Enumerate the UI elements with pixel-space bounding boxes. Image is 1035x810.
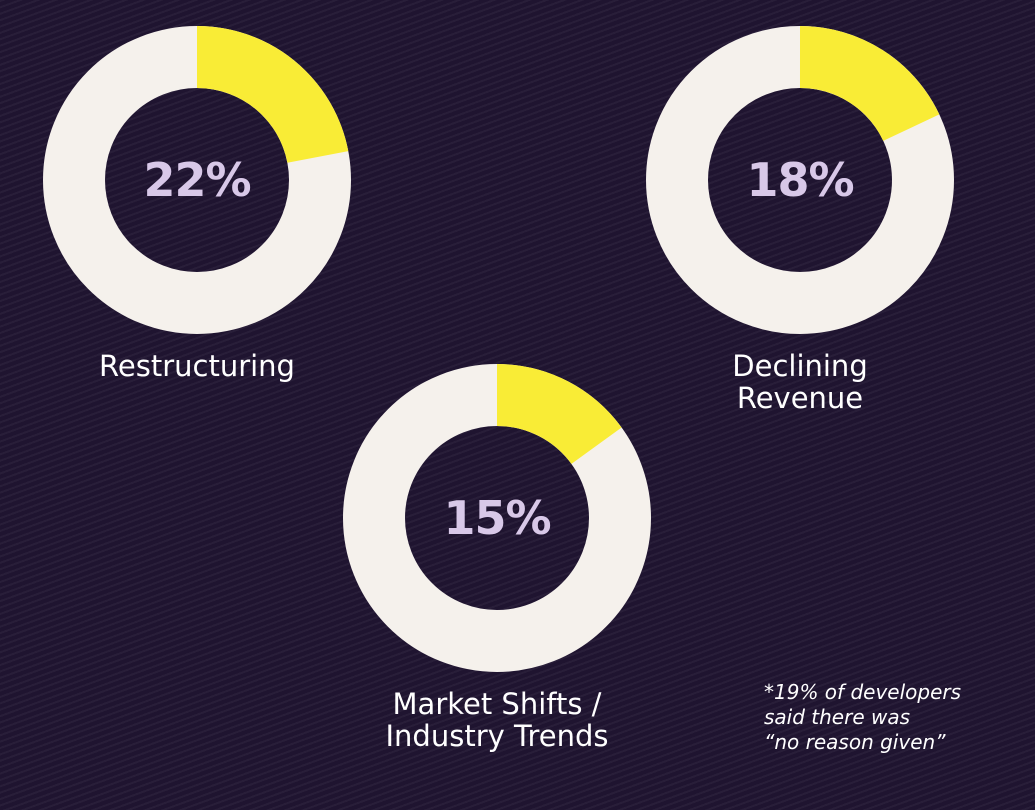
category-label: Restructuring bbox=[99, 349, 295, 383]
donut-1: 22% Restructuring bbox=[43, 26, 351, 383]
percent-label: 15% bbox=[443, 491, 550, 545]
percent-label: 18% bbox=[746, 153, 853, 207]
percent-label: 22% bbox=[143, 153, 250, 207]
category-label: Market Shifts / bbox=[393, 687, 602, 721]
donut-highlight-slice bbox=[799, 26, 940, 142]
category-label: Declining bbox=[732, 349, 867, 383]
category-label: Industry Trends bbox=[386, 719, 609, 753]
category-label: Revenue bbox=[737, 381, 863, 415]
donut-3: 15% Market Shifts /Industry Trends bbox=[343, 364, 651, 753]
donut-highlight-slice bbox=[495, 364, 622, 465]
footnote: *19% of developers said there was “no re… bbox=[764, 680, 962, 754]
donut-highlight-slice bbox=[196, 26, 349, 164]
